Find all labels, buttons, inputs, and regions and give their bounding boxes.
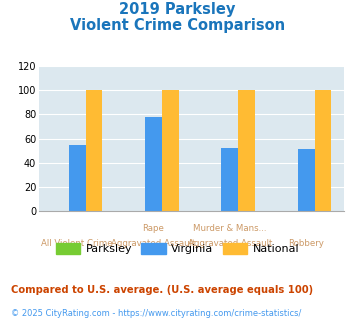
Text: © 2025 CityRating.com - https://www.cityrating.com/crime-statistics/: © 2025 CityRating.com - https://www.city… bbox=[11, 309, 301, 317]
Text: 2019 Parksley: 2019 Parksley bbox=[119, 2, 236, 16]
Bar bbox=[86, 90, 102, 211]
Text: Robbery: Robbery bbox=[288, 239, 324, 248]
Bar bbox=[69, 145, 86, 211]
Bar bbox=[222, 148, 238, 211]
Bar bbox=[238, 90, 255, 211]
Text: Violent Crime Comparison: Violent Crime Comparison bbox=[70, 18, 285, 33]
Bar bbox=[315, 90, 331, 211]
Text: Aggravated Assault: Aggravated Assault bbox=[111, 239, 196, 248]
Text: Compared to U.S. average. (U.S. average equals 100): Compared to U.S. average. (U.S. average … bbox=[11, 285, 313, 295]
Text: Rape: Rape bbox=[143, 224, 164, 233]
Text: Murder & Mans...: Murder & Mans... bbox=[193, 224, 267, 233]
Bar bbox=[162, 90, 179, 211]
Text: Aggravated Assault: Aggravated Assault bbox=[188, 239, 272, 248]
Legend: Parksley, Virginia, National: Parksley, Virginia, National bbox=[51, 239, 304, 258]
Bar bbox=[145, 117, 162, 211]
Text: All Violent Crime: All Violent Crime bbox=[42, 239, 113, 248]
Bar bbox=[298, 149, 315, 211]
